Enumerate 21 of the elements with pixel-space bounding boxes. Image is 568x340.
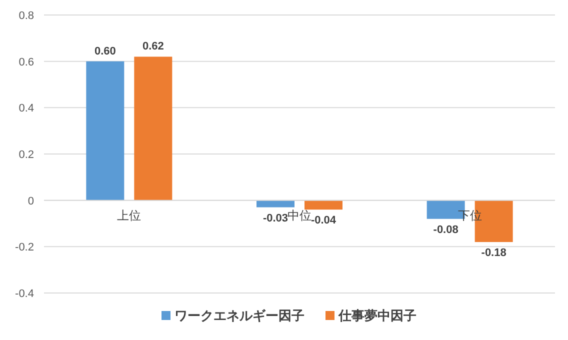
bar	[86, 61, 124, 200]
data-label: -0.18	[481, 247, 506, 260]
data-label: 0.62	[142, 40, 164, 53]
y-tick-label: 0.2	[18, 149, 34, 161]
y-tick-label: -0.4	[15, 288, 34, 300]
legend-label: 仕事夢中因子	[338, 308, 416, 323]
data-label: -0.03	[262, 212, 288, 224]
legend-label: ワークエネルギー因子	[174, 308, 304, 323]
data-label: -0.08	[433, 224, 458, 236]
bar	[304, 200, 342, 210]
x-tick-label: 中位	[288, 208, 312, 222]
y-tick-label: -0.2	[15, 242, 34, 254]
bar	[256, 200, 294, 208]
y-tick-label: 0	[28, 195, 34, 208]
data-label: 0.60	[94, 45, 116, 58]
y-tick-label: 0.8	[18, 10, 34, 22]
bar	[134, 56, 172, 200]
y-tick-label: 0.6	[18, 56, 34, 68]
x-tick-label: 上位	[117, 208, 142, 222]
data-label: -0.04	[310, 214, 337, 227]
y-tick-label: 0.4	[18, 102, 34, 115]
